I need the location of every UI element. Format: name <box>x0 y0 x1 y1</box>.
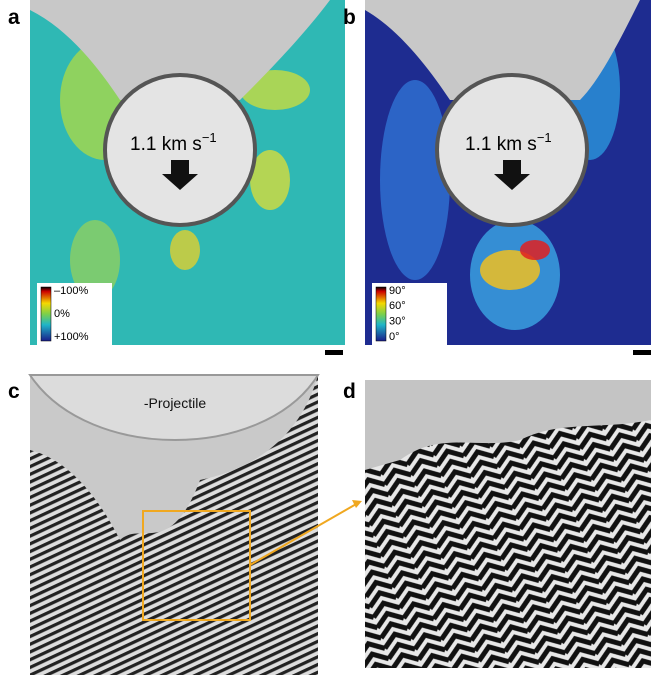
projectile-edge <box>28 374 320 442</box>
texture <box>70 220 120 300</box>
debris-plume <box>30 0 330 100</box>
projectile <box>103 73 257 227</box>
colorbar-label: 60° <box>389 300 406 312</box>
scale-bar <box>633 350 651 355</box>
debris-plume <box>365 0 640 100</box>
projectile <box>435 73 589 227</box>
arrow <box>162 160 198 190</box>
panel-a <box>30 0 345 345</box>
colorbar-label: 0% <box>54 308 70 320</box>
zoom-arrow <box>249 502 359 566</box>
texture <box>250 150 290 210</box>
texture <box>520 240 550 260</box>
speed-text: 1.1 km s <box>465 134 537 155</box>
arrow <box>494 160 530 190</box>
speed-sup: −1 <box>537 130 552 145</box>
zoom-box <box>142 510 251 621</box>
panel-label: c <box>8 380 20 403</box>
texture <box>480 250 540 290</box>
colorbar-label: 0° <box>389 331 400 343</box>
colorbar-label: 30° <box>389 316 406 328</box>
scale-bar <box>325 350 343 355</box>
colorbar-label: –100% <box>54 285 88 297</box>
panel-label: b <box>343 6 356 29</box>
speed-sup: −1 <box>202 130 217 145</box>
annotation: -Projectile <box>144 395 206 411</box>
colorbar <box>40 286 52 342</box>
panel-b <box>365 0 651 345</box>
panel-label: a <box>8 6 20 29</box>
panel-label: d <box>343 380 356 403</box>
colorbar-label: 90° <box>389 285 406 297</box>
speed-text: 1.1 km s <box>130 134 202 155</box>
texture <box>170 230 200 270</box>
projectile <box>365 380 651 470</box>
panels: –100% 0% +100% 90° 60° 30° 0° <box>28 0 651 675</box>
speed-label: 1.1 km s−1 <box>130 130 217 155</box>
zoom-arrowhead <box>352 500 362 508</box>
speed-label: 1.1 km s−1 <box>465 130 552 155</box>
texture <box>380 80 450 280</box>
colorbar-label: +100% <box>54 331 89 343</box>
colorbar <box>375 286 387 342</box>
